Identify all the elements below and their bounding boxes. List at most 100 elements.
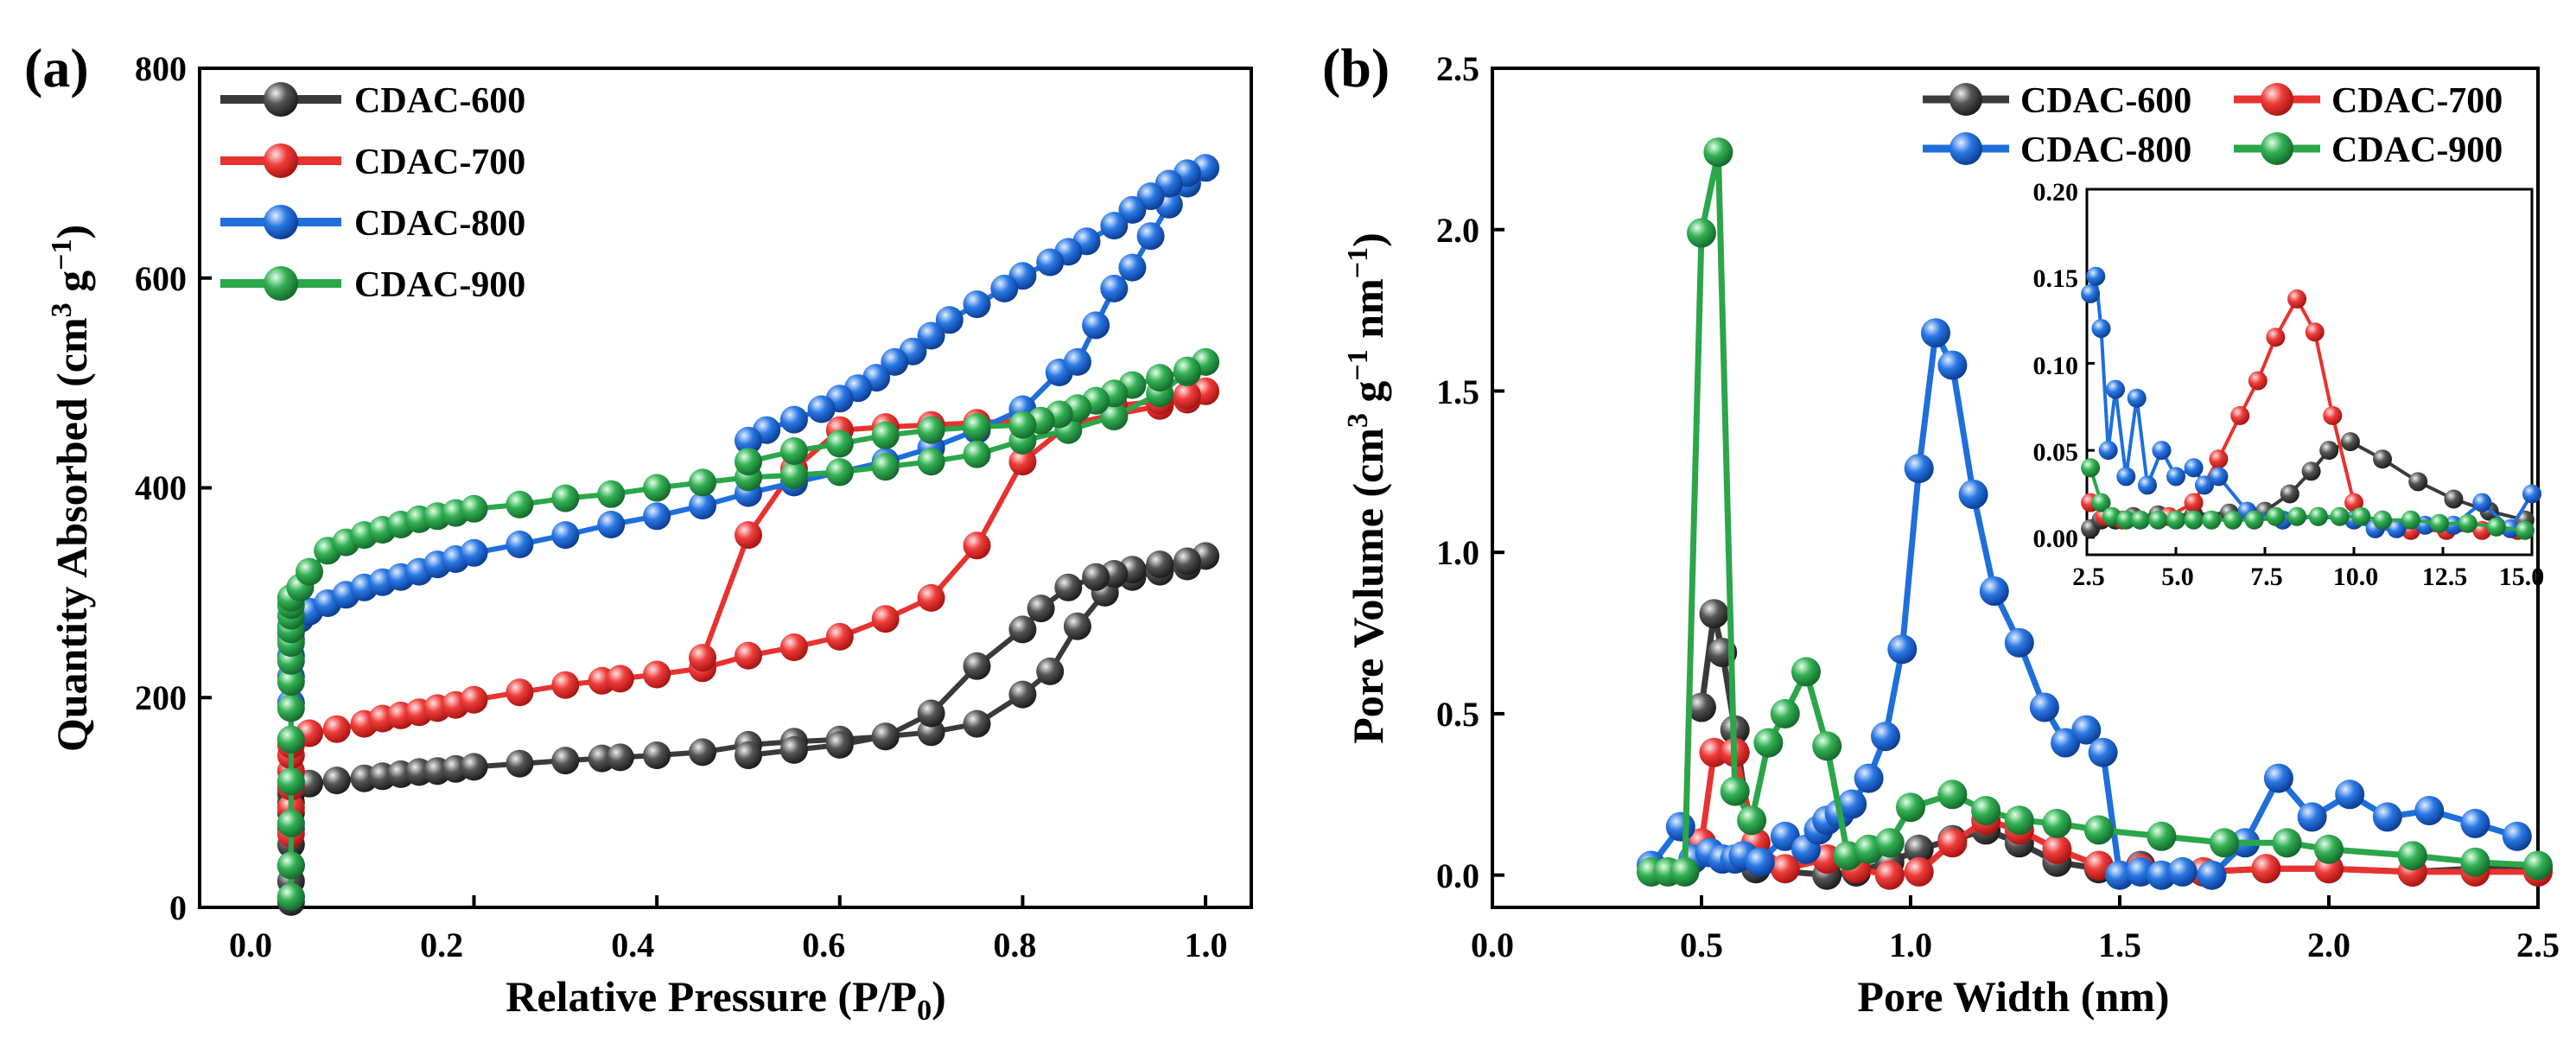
- inset-point-cdac-800-10: [2184, 458, 2204, 478]
- panel-a-point-cdac-800-39: [1136, 222, 1165, 251]
- panel-b-point-cdac-800-39: [2502, 821, 2532, 851]
- inset-point-cdac-900-3: [2116, 510, 2136, 530]
- panel-a-point-cdac-900-24: [506, 490, 534, 518]
- inset-point-cdac-700-6: [2209, 449, 2229, 469]
- panel-a-point-cdac-800-38: [1118, 253, 1147, 282]
- panel-a-point-cdac-900-33: [917, 448, 945, 476]
- panel-a-point-cdac-800-50: [1036, 248, 1065, 277]
- panel-b-point-cdac-700-16: [2251, 854, 2281, 884]
- panel-b-point-cdac-700-7: [1874, 860, 1905, 890]
- panel-b-point-cdac-800-37: [2414, 796, 2445, 825]
- panel-a-y-ticks: 0 200 400 600 800: [135, 49, 187, 927]
- panel-b-point-cdac-800-33: [2263, 763, 2293, 793]
- panel-b-legend-marker-700: [2261, 83, 2293, 116]
- panel-a-point-cdac-900-5: [277, 694, 305, 722]
- panel-b-point-cdac-900-10: [1812, 731, 1842, 761]
- panel-b-point-cdac-600-8: [1904, 834, 1934, 864]
- panel-a-point-cdac-700-18: [506, 678, 534, 707]
- panel-a-ytick-1: 200: [135, 678, 187, 717]
- panel-a-point-cdac-900-55: [735, 448, 762, 476]
- panel-a-ytick-0: 0: [169, 888, 187, 927]
- panel-a-point-cdac-600-51: [735, 741, 762, 769]
- inset-point-cdac-800-21: [2472, 493, 2492, 512]
- panel-a-point-cdac-900-50: [963, 413, 991, 442]
- panel-a-legend-label-900: CDAC-900: [354, 265, 525, 305]
- panel-a-point-cdac-800-21: [460, 538, 488, 567]
- panel-b-ytick-2: 1.0: [1436, 533, 1479, 572]
- panel-b-point-cdac-900-5: [1720, 776, 1750, 806]
- panel-b-ytick-3: 1.5: [1436, 372, 1479, 411]
- inset-point-cdac-900-9: [2223, 510, 2242, 530]
- panel-b-point-cdac-700-12: [2042, 834, 2072, 864]
- panel-b-point-cdac-800-15: [1871, 722, 1900, 752]
- panel-b-point-cdac-900-26: [2523, 850, 2553, 881]
- panel-a-point-cdac-800-62: [779, 405, 808, 434]
- inset-point-cdac-900-1: [2091, 493, 2111, 512]
- panel-a-point-cdac-800-47: [1100, 212, 1129, 240]
- panel-b-point-cdac-800-7: [1745, 847, 1775, 877]
- inset-point-cdac-800-8: [2152, 441, 2172, 461]
- panel-a-point-cdac-600-29: [963, 709, 991, 738]
- panel-b-legend-label-800: CDAC-800: [2020, 130, 2191, 170]
- panel-a-point-cdac-600-50: [779, 735, 808, 764]
- panel-a-point-cdac-900-51: [917, 416, 945, 444]
- panel-a-point-cdac-700-10: [322, 715, 351, 743]
- panel-a-legend-marker-900: [264, 266, 298, 301]
- panel-b-y-axis-title: Pore Volume (cm3 g−1 nm−1): [1342, 232, 1392, 744]
- inset-xtick-2: 7.5: [2250, 563, 2283, 591]
- panel-a-point-cdac-900-14: [296, 557, 323, 586]
- panel-b-point-cdac-800-14: [1854, 763, 1884, 793]
- panel-a-point-cdac-800-36: [1082, 311, 1110, 340]
- panel-b-point-cdac-600-1: [1699, 599, 1729, 629]
- panel-b-point-cdac-900-6: [1737, 805, 1767, 836]
- panel-a-point-cdac-600-22: [643, 741, 671, 769]
- panel-a-plot-area: [200, 67, 1220, 916]
- panel-a-legend-label-700: CDAC-700: [354, 143, 525, 182]
- panel-a-xtick-5: 1.0: [1185, 926, 1228, 964]
- panel-b-point-cdac-900-13: [1874, 828, 1905, 858]
- inset-point-cdac-700-7: [2230, 405, 2250, 425]
- panel-b-point-cdac-900-2: [1670, 856, 1700, 887]
- panel-a-xtick-4: 0.8: [993, 926, 1036, 964]
- inset-xtick-4: 12.5: [2422, 563, 2468, 591]
- panel-b-point-cdac-900-23: [2314, 834, 2344, 864]
- panel-b-point-cdac-900-25: [2460, 847, 2490, 877]
- panel-b-ytick-0: 0.0: [1436, 856, 1479, 895]
- inset-xtick-1: 5.0: [2161, 563, 2194, 591]
- panel-a-point-cdac-700-26: [825, 622, 854, 651]
- panel-b-point-cdac-800-25: [2071, 715, 2102, 745]
- panel-a-x-ticks: 0.0 0.2 0.4 0.6 0.8 1.0: [229, 926, 1228, 964]
- panel-b-xtick-4: 2.0: [2307, 926, 2350, 964]
- panel-b-xtick-1: 0.5: [1680, 926, 1723, 964]
- panel-b-point-cdac-800-17: [1904, 454, 1934, 484]
- panel-a-point-cdac-800-64: [735, 426, 762, 455]
- panel-b-point-cdac-900-24: [2397, 841, 2427, 871]
- panel-b-point-cdac-700-1: [1699, 737, 1729, 767]
- panel-b-legend-marker-800: [1949, 132, 1982, 165]
- panel-a-point-cdac-700-30: [1008, 448, 1037, 476]
- panel-a-point-cdac-700-21: [606, 665, 634, 693]
- panel-b-point-cdac-900-16: [1971, 796, 2001, 825]
- panel-a-point-cdac-700-47: [689, 644, 716, 672]
- inset-xtick-5: 15.0: [2499, 563, 2545, 591]
- panel-a-ytick-3: 600: [135, 259, 187, 298]
- panel-b-point-cdac-800-35: [2335, 779, 2365, 810]
- inset-point-cdac-900-15: [2351, 506, 2371, 526]
- panel-a-point-cdac-900-49: [1008, 410, 1037, 439]
- inset-point-cdac-900-2: [2102, 506, 2121, 526]
- inset-xtick-0: 2.5: [2072, 563, 2105, 591]
- panel-a-point-cdac-600-43: [1054, 573, 1083, 601]
- panel-a-point-cdac-800-54: [935, 306, 964, 334]
- panel-a-point-cdac-700-19: [551, 671, 580, 699]
- panel-a-point-cdac-900-3: [277, 767, 305, 796]
- panel-a-point-cdac-700-24: [735, 641, 762, 670]
- panel-a-point-cdac-700-29: [963, 531, 991, 560]
- panel-a-point-cdac-800-24: [597, 511, 626, 538]
- inset-point-cdac-700-12: [2323, 405, 2343, 425]
- panel-b-xtick-5: 2.5: [2516, 926, 2560, 964]
- panel-a-point-cdac-900-2: [277, 809, 305, 837]
- inset-point-cdac-900-17: [2401, 510, 2420, 530]
- inset-point-cdac-700-5: [2184, 493, 2204, 512]
- inset-point-cdac-900-11: [2266, 506, 2286, 526]
- panel-b-xtick-3: 1.5: [2098, 926, 2141, 964]
